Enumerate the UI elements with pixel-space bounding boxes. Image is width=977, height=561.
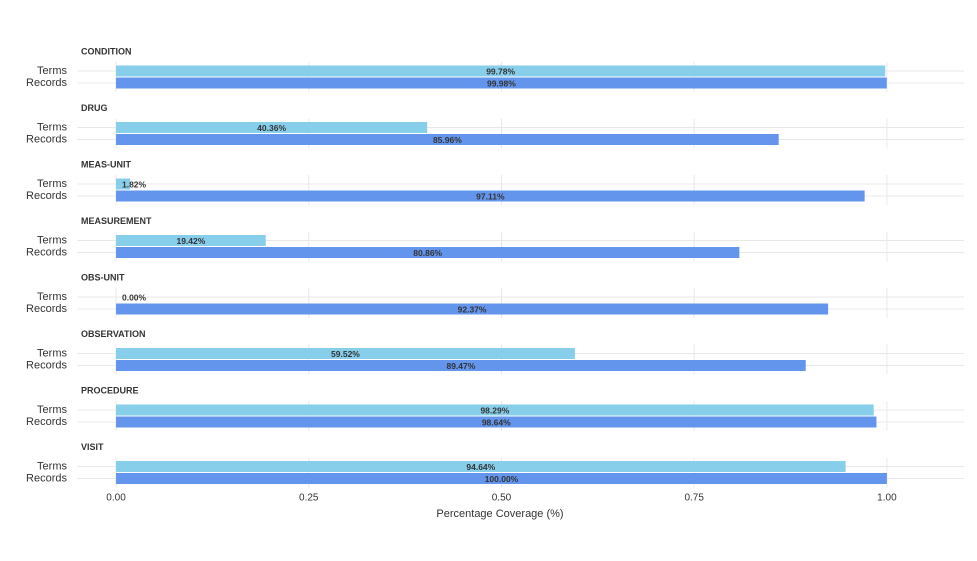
x-tick-label: 0.50: [492, 493, 512, 504]
value-label: 80.86%: [413, 248, 442, 258]
value-label: 99.98%: [487, 78, 516, 88]
y-tick-label: Records: [26, 303, 67, 315]
bar: [116, 461, 846, 472]
panel-title: VISIT: [81, 442, 104, 452]
panel-title: MEASUREMENT: [81, 216, 152, 226]
x-axis-label: Percentage Coverage (%): [436, 508, 563, 520]
bar: [116, 178, 131, 190]
y-tick-label: Records: [26, 416, 67, 428]
bar: [116, 77, 887, 89]
bar: [116, 360, 806, 371]
value-label: 59.52%: [331, 349, 360, 359]
y-tick-label: Terms: [37, 291, 67, 303]
panel-title: OBS-UNIT: [81, 272, 125, 282]
y-tick-label: Terms: [37, 65, 67, 77]
x-tick-label: 0.00: [106, 493, 126, 504]
x-tick-label: 0.25: [299, 493, 319, 504]
panel-title: PROCEDURE: [81, 385, 139, 395]
y-tick-label: Terms: [37, 404, 67, 416]
bar: [116, 122, 428, 133]
y-tick-label: Records: [26, 246, 67, 258]
x-tick-label: 0.75: [684, 493, 704, 504]
panel-title: CONDITION: [81, 46, 132, 56]
y-tick-label: Records: [26, 472, 67, 484]
x-tick-label: 1.00: [877, 493, 897, 504]
bar: [116, 247, 740, 258]
value-label: 89.47%: [446, 361, 475, 371]
value-label: 19.42%: [176, 236, 205, 246]
y-tick-label: Terms: [37, 347, 67, 359]
y-tick-label: Terms: [37, 121, 67, 133]
value-label: 100.00%: [485, 474, 519, 484]
value-label: 85.96%: [433, 135, 462, 145]
y-tick-label: Terms: [37, 234, 67, 246]
panel-title: DRUG: [81, 103, 108, 113]
bar: [116, 416, 877, 428]
y-tick-label: Records: [26, 359, 67, 371]
y-tick-label: Records: [26, 190, 67, 202]
bar: [116, 190, 865, 202]
bar: [116, 404, 874, 416]
y-tick-label: Terms: [37, 460, 67, 472]
y-tick-label: Records: [26, 133, 67, 145]
bar: [116, 65, 886, 77]
value-label: 1.82%: [122, 179, 147, 189]
y-tick-label: Terms: [37, 178, 67, 190]
value-label: 98.29%: [480, 405, 509, 415]
value-label: 40.36%: [257, 123, 286, 133]
bar: [116, 235, 266, 246]
bar: [116, 134, 779, 145]
bar: [116, 303, 829, 315]
value-label: 92.37%: [458, 304, 487, 314]
bar: [116, 473, 887, 484]
bar: [116, 348, 575, 359]
value-label: 94.64%: [466, 462, 495, 472]
y-tick-label: Records: [26, 77, 67, 89]
panel-title: MEAS-UNIT: [81, 159, 131, 169]
value-label: 98.64%: [482, 417, 511, 427]
value-label: 97.11%: [476, 191, 505, 201]
value-label: 0.00%: [122, 292, 147, 302]
value-label: 99.78%: [486, 66, 515, 76]
panel-title: OBSERVATION: [81, 329, 146, 339]
